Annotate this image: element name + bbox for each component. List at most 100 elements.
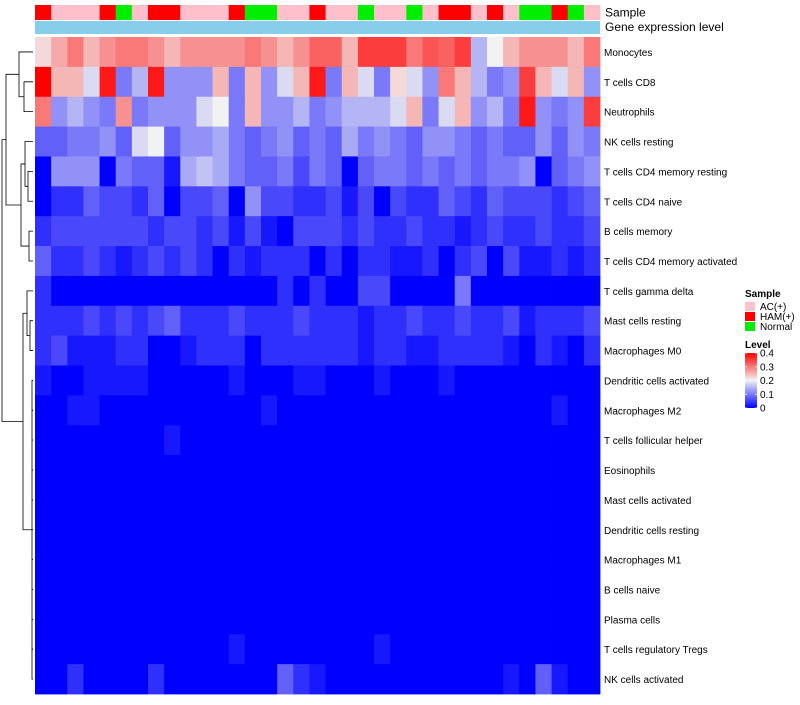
heatmap-cell <box>341 544 359 575</box>
heatmap-cell <box>35 365 52 396</box>
heatmap-cell <box>325 484 343 516</box>
heatmap-cell <box>454 126 472 157</box>
heatmap-cell <box>212 574 230 605</box>
heatmap-cell <box>470 275 488 307</box>
heatmap-cell <box>487 37 504 68</box>
heatmap-cell <box>131 66 149 98</box>
heatmap-cell <box>164 246 181 277</box>
heatmap-cell <box>164 664 181 695</box>
heatmap-cell <box>325 335 343 366</box>
heatmap-cell <box>261 455 278 486</box>
heatmap-cell <box>131 395 149 426</box>
heatmap-cell <box>261 156 278 187</box>
heatmap-cell <box>293 544 310 575</box>
heatmap-cell <box>535 216 552 247</box>
heatmap-cell <box>357 395 375 426</box>
heatmap-cell <box>212 186 230 217</box>
heatmap-cell <box>131 634 149 665</box>
sample-annotation-cell <box>567 5 585 20</box>
heatmap-cell <box>309 37 326 68</box>
heatmap-cell <box>228 305 246 337</box>
heatmap-cell <box>503 37 520 68</box>
heatmap-cell <box>551 544 569 575</box>
heatmap-cell <box>277 126 294 157</box>
heatmap-cell <box>357 126 375 157</box>
heatmap-cell <box>115 186 133 217</box>
heatmap-cell <box>357 305 375 337</box>
heatmap-cell <box>309 365 326 396</box>
heatmap-cell <box>487 126 504 157</box>
heatmap-cell <box>35 455 52 486</box>
heatmap-cell <box>325 664 343 695</box>
heatmap-cell <box>99 634 117 665</box>
heatmap-cell <box>164 544 181 575</box>
heatmap-cell <box>35 514 52 546</box>
dendrogram-link <box>22 312 32 531</box>
heatmap-cell <box>470 664 488 695</box>
heatmap-cell <box>196 365 213 396</box>
heatmap-cell <box>567 664 585 695</box>
sample-annotation-cell <box>244 5 262 20</box>
heatmap-cell <box>422 96 439 127</box>
heatmap-cell <box>487 246 504 277</box>
heatmap-cell <box>115 365 133 396</box>
heatmap-cell <box>83 186 100 217</box>
sample-annotation-label: Sample <box>605 6 646 20</box>
heatmap-cell <box>180 305 197 337</box>
heatmap-cell <box>470 126 488 157</box>
heatmap-cell <box>487 664 504 695</box>
heatmap-cell <box>83 216 100 247</box>
heatmap-cell <box>390 365 407 396</box>
sample-annotation-cell <box>325 5 343 20</box>
heatmap-cell <box>487 425 504 456</box>
heatmap-cell <box>261 126 278 157</box>
heatmap-cell <box>261 335 278 366</box>
heatmap-cell <box>325 216 343 247</box>
heatmap-cell <box>325 305 343 337</box>
heatmap-cell <box>99 455 117 486</box>
heatmap-cell <box>51 484 68 516</box>
heatmap-cell <box>341 37 359 68</box>
heatmap-cell <box>551 275 569 307</box>
row-label: T cells regulatory Tregs <box>604 645 708 656</box>
heatmap-cell <box>164 66 181 98</box>
heatmap-cell <box>454 544 472 575</box>
heatmap-cell <box>115 455 133 486</box>
heatmap-cell <box>470 96 488 127</box>
heatmap-cell <box>374 544 391 575</box>
heatmap-cell <box>454 246 472 277</box>
heatmap-cell <box>390 604 407 635</box>
heatmap-cell <box>567 484 585 516</box>
heatmap-cell <box>519 246 536 277</box>
heatmap-cell <box>551 305 569 337</box>
heatmap-cell <box>228 96 246 127</box>
heatmap-cell <box>422 216 439 247</box>
legend-tick-label: 0.1 <box>760 390 774 401</box>
heatmap-cell <box>374 365 391 396</box>
heatmap-cell <box>567 305 585 337</box>
heatmap-cell <box>470 246 488 277</box>
heatmap-cell <box>196 634 213 665</box>
heatmap-cell <box>341 604 359 635</box>
heatmap-cell <box>35 574 52 605</box>
heatmap-cell <box>454 604 472 635</box>
heatmap-cell <box>164 37 181 68</box>
heatmap-cell <box>51 305 68 337</box>
heatmap-cell <box>454 305 472 337</box>
heatmap-cell <box>567 126 585 157</box>
heatmap-cell <box>503 96 520 127</box>
heatmap-cell <box>51 126 68 157</box>
heatmap-cell <box>196 126 213 157</box>
heatmap-cell <box>357 275 375 307</box>
heatmap-cell <box>422 126 439 157</box>
heatmap-cell <box>180 514 197 546</box>
sample-annotation-cell <box>357 5 375 20</box>
heatmap-cell <box>148 634 165 665</box>
heatmap-cell <box>164 216 181 247</box>
heatmap-cell <box>131 275 149 307</box>
heatmap-cell <box>293 604 310 635</box>
heatmap-cell <box>535 664 552 695</box>
heatmap-cell <box>212 455 230 486</box>
heatmap-cell <box>180 425 197 456</box>
heatmap-cell <box>261 425 278 456</box>
